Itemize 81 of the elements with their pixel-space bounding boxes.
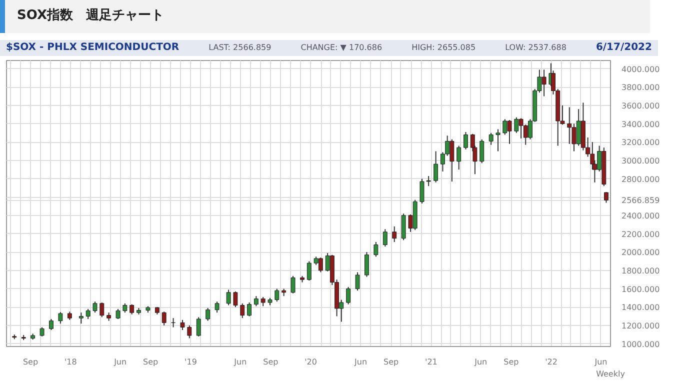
candlestick	[116, 308, 120, 320]
x-tick-label: Sep	[143, 358, 158, 366]
candlestick	[58, 312, 63, 324]
candlestick	[426, 176, 431, 187]
candlestick	[78, 312, 84, 324]
candlestick	[260, 296, 266, 307]
x-tick-label: '19	[184, 358, 197, 366]
candlestick	[100, 302, 104, 318]
y-tick-label: 2566.859	[622, 196, 660, 206]
y-tick-label: 3200.000	[622, 138, 660, 148]
text: LAST: 2566.859	[208, 42, 272, 54]
candlestick	[306, 260, 312, 281]
candlestick	[196, 316, 201, 337]
candlestick	[392, 226, 397, 242]
candlestick	[382, 228, 388, 248]
x-tick-label: '21	[425, 358, 438, 366]
x-tick-label: Jun	[594, 358, 608, 366]
candlestick	[214, 301, 220, 314]
candlestick	[274, 288, 280, 302]
y-tick-label: 3600.000	[622, 101, 660, 110]
candlestick	[496, 128, 500, 152]
text: LOW: 2537.688	[505, 42, 566, 54]
candlestick	[206, 308, 210, 322]
candlestick	[122, 302, 128, 314]
y-tick-label: 1800.000	[622, 266, 660, 276]
text: HIGH: 2655.085	[412, 42, 476, 54]
candlestick	[420, 178, 424, 204]
candlestick	[346, 286, 351, 305]
candlestick	[480, 138, 484, 164]
x-tick-label: Jun	[113, 358, 127, 366]
text: Weekly	[596, 370, 626, 378]
candlestick	[318, 257, 323, 273]
x-tick-label: Sep	[22, 358, 38, 366]
candlestick	[226, 289, 231, 306]
y-tick-label: 3000.000	[622, 156, 660, 166]
text: CHANGE: ▼ 170.686	[300, 42, 382, 54]
candlestick	[162, 311, 166, 326]
y-tick-label: 1600.000	[622, 284, 660, 294]
y-tick-label: 1000.000	[622, 340, 660, 349]
x-tick-label: Jun	[474, 358, 488, 366]
y-tick-label: 3800.000	[622, 83, 660, 92]
chart-subtitle: $SOX - PHLX SEMICONDUCTOR	[6, 41, 180, 55]
candlestick	[364, 252, 369, 278]
candlestick	[290, 275, 296, 294]
candlestick	[604, 192, 608, 204]
candlestick	[240, 302, 245, 319]
candlestick	[355, 272, 360, 292]
y-tick-label: 3400.000	[622, 120, 660, 129]
x-tick-label: '20	[304, 358, 318, 366]
candlestick	[86, 308, 90, 320]
candlestick	[247, 302, 252, 317]
x-tick-label: Jun	[233, 358, 247, 366]
candlestick	[488, 132, 494, 146]
x-tick-label: Sep	[384, 358, 399, 366]
candlestick	[130, 304, 134, 315]
candlestick	[92, 301, 98, 314]
candlestick	[401, 213, 406, 241]
candlestick	[464, 132, 468, 150]
candlestick	[456, 145, 462, 170]
y-tick-label: 2200.000	[622, 230, 660, 239]
x-tick-label: '18	[64, 358, 77, 366]
x-tick-label: Sep	[263, 358, 278, 366]
candlestick	[374, 242, 378, 258]
candlestick	[49, 318, 54, 330]
candlestick	[180, 319, 185, 330]
y-tick-label: 1400.000	[622, 303, 660, 312]
candlestick	[254, 296, 258, 307]
candlestick	[434, 150, 438, 183]
candlestick	[233, 291, 238, 308]
y-tick-label: 2000.000	[622, 248, 660, 258]
y-tick-label: 2400.000	[622, 211, 660, 220]
x-tick-label: '22	[545, 358, 558, 366]
y-tick-label: 2800.000	[622, 174, 660, 184]
text: 6/17/2022	[596, 41, 652, 55]
x-tick-label: Jun	[354, 358, 368, 366]
candlestick	[187, 324, 192, 339]
y-tick-label: 4000.000	[622, 64, 660, 74]
chart-title: SOX指数 週足チャート	[0, 0, 650, 33]
x-tick-label: Sep	[504, 358, 519, 366]
y-tick-label: 1200.000	[622, 321, 660, 330]
candlestick	[40, 326, 44, 337]
